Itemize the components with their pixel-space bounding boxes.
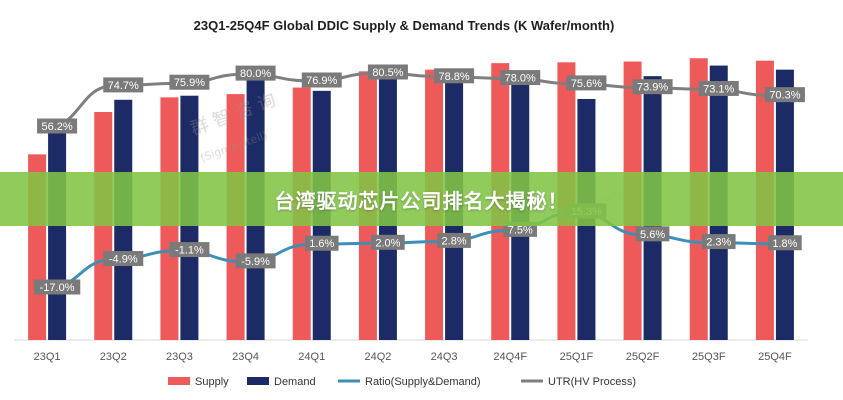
ratio-data-label-bg bbox=[103, 251, 144, 267]
ratio-data-label: 1.6% bbox=[309, 238, 334, 250]
ratio-data-label-bg bbox=[701, 234, 736, 250]
x-tick-label: 25Q3F bbox=[692, 351, 726, 363]
ratio-data-label: 2.0% bbox=[375, 237, 400, 249]
bar-supply-23q2 bbox=[94, 112, 113, 340]
promo-banner: 台湾驱动芯片公司排名大揭秘！ bbox=[0, 172, 843, 226]
ratio-data-label-bg bbox=[371, 234, 405, 250]
ratio-data-label-bg bbox=[169, 242, 210, 258]
legend-swatch bbox=[168, 377, 190, 385]
ratio-data-label: 7.5% bbox=[508, 224, 533, 236]
utr-data-label: 73.1% bbox=[703, 83, 734, 95]
x-ticks-group: 23Q1 23Q2 23Q3 23Q4 24Q1 24Q2 24Q3 24Q4F 25Q1F 25… bbox=[34, 351, 792, 363]
utr-data-label-bg bbox=[301, 72, 342, 88]
utr-data-label-bg bbox=[434, 68, 475, 84]
legend-entry: Supply bbox=[195, 376, 229, 388]
legend-entry: Ratio(Supply&Demand) bbox=[365, 376, 481, 388]
legend-entry: Demand bbox=[274, 376, 316, 388]
x-tick-label: 23Q2 bbox=[100, 351, 127, 363]
x-tick-label: 23Q4 bbox=[232, 351, 259, 363]
utr-data-label: 75.6% bbox=[571, 78, 602, 90]
utr-data-label-bg bbox=[169, 74, 210, 90]
utr-data-label-bg bbox=[566, 75, 607, 91]
legend-entry: UTR(HV Process) bbox=[548, 376, 636, 388]
x-tick-label: 25Q2F bbox=[626, 351, 660, 363]
utr-data-label-bg bbox=[764, 87, 805, 103]
utr-data-label: 80.0% bbox=[240, 68, 271, 80]
chart-title: 23Q1-25Q4F Global DDIC Supply & Demand T… bbox=[194, 18, 615, 33]
x-tick-label: 24Q1 bbox=[298, 351, 325, 363]
utr-data-label-bg bbox=[103, 77, 144, 93]
banner-text: 台湾驱动芯片公司排名大揭秘！ bbox=[274, 188, 569, 213]
x-tick-label: 24Q4F bbox=[493, 351, 527, 363]
ratio-data-label-bg bbox=[437, 232, 471, 248]
ratio-data-label: -1.1% bbox=[175, 245, 204, 257]
utr-data-label: 74.7% bbox=[108, 80, 139, 92]
ratio-data-label: 2.8% bbox=[442, 235, 467, 247]
x-tick-label: 25Q4F bbox=[758, 351, 792, 363]
utr-data-label-bg bbox=[500, 70, 541, 86]
utr-data-label: 80.5% bbox=[372, 67, 403, 79]
ratio-data-label-bg bbox=[768, 235, 802, 251]
utr-data-label: 76.9% bbox=[306, 75, 337, 87]
ratio-data-label-bg bbox=[304, 235, 339, 251]
utr-data-label: 75.9% bbox=[174, 77, 205, 89]
ratio-data-label: -4.9% bbox=[109, 254, 138, 266]
x-tick-label: 24Q2 bbox=[364, 351, 391, 363]
utr-data-label: 70.3% bbox=[769, 90, 800, 102]
x-tick-label: 24Q3 bbox=[431, 351, 458, 363]
ratio-data-label-bg bbox=[33, 279, 81, 295]
ratio-data-label: -17.0% bbox=[40, 282, 75, 294]
bar-demand-23q1 bbox=[48, 126, 67, 341]
x-tick-label: 25Q1F bbox=[560, 351, 594, 363]
utr-data-label-bg bbox=[37, 118, 78, 134]
legend-swatch bbox=[247, 377, 269, 385]
ratio-data-label: -5.9% bbox=[241, 256, 270, 268]
ratio-data-label: 2.3% bbox=[706, 237, 731, 249]
utr-data-label: 56.2% bbox=[41, 121, 72, 133]
utr-data-label-bg bbox=[235, 65, 276, 81]
ratio-data-label-bg bbox=[635, 226, 670, 242]
x-tick-label: 23Q1 bbox=[34, 351, 61, 363]
legend: Supply Demand Ratio(Supply&Demand) UTR(HV P… bbox=[168, 376, 636, 388]
utr-data-label: 78.0% bbox=[505, 73, 536, 85]
ratio-data-label: 1.8% bbox=[772, 238, 797, 250]
utr-data-label: 73.9% bbox=[637, 82, 668, 94]
x-tick-label: 23Q3 bbox=[166, 351, 193, 363]
utr-data-label: 78.8% bbox=[438, 71, 469, 83]
utr-data-label-bg bbox=[698, 80, 739, 96]
ratio-data-label-bg bbox=[235, 253, 276, 269]
utr-data-label-bg bbox=[632, 79, 673, 95]
utr-data-label-bg bbox=[367, 64, 408, 80]
ratio-data-label: 5.6% bbox=[640, 229, 665, 241]
